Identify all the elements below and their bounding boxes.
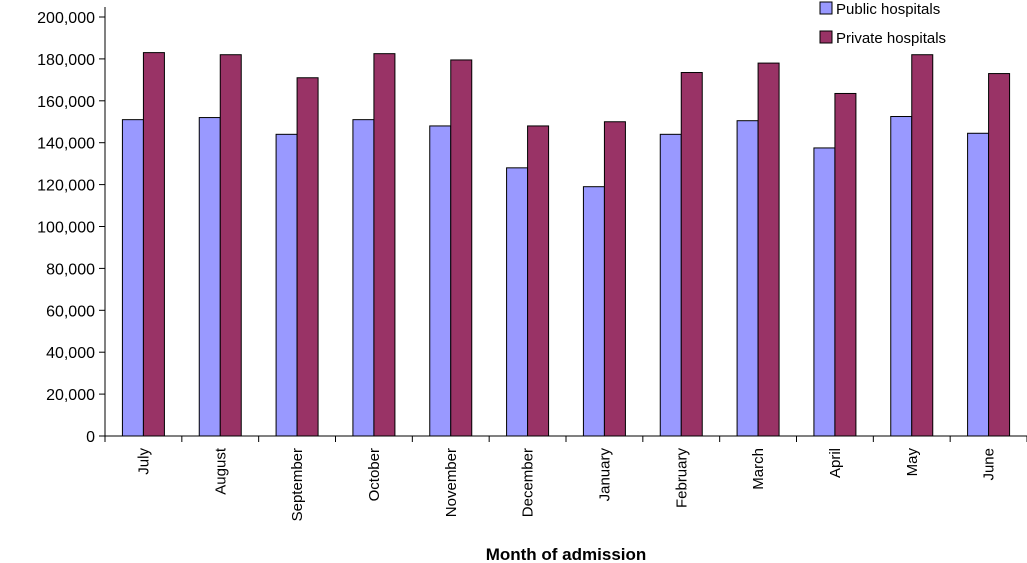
- bar-private-november: [450, 59, 473, 437]
- x-tick-label: August: [212, 447, 229, 495]
- bars: [121, 52, 1011, 437]
- y-tick-label: 100,000: [37, 220, 95, 237]
- bar-private-june: [988, 73, 1011, 437]
- bar-private-april: [834, 92, 857, 437]
- x-axis: July August September October November Decemb…: [104, 435, 1027, 521]
- x-axis-title: Month of admission: [486, 545, 647, 563]
- x-tick-label: November: [443, 448, 460, 517]
- x-tick-label: July: [135, 448, 152, 475]
- bar-public-september: [275, 133, 298, 437]
- x-tick-label: April: [827, 448, 844, 478]
- bar-public-june: [967, 132, 990, 437]
- bar-private-may: [911, 54, 934, 437]
- bar-public-december: [506, 167, 529, 437]
- y-tick-label: 80,000: [46, 261, 95, 278]
- legend: Public hospitals Private hospitals: [819, 1, 946, 47]
- bar-public-october: [352, 119, 375, 437]
- x-tick-label: June: [981, 448, 998, 481]
- x-tick-label: January: [596, 448, 613, 502]
- y-tick-label: 40,000: [46, 345, 95, 362]
- bar-private-march: [757, 62, 780, 437]
- bar-public-february: [659, 133, 682, 437]
- bar-private-july: [142, 52, 165, 437]
- y-tick-label: 60,000: [46, 303, 95, 320]
- bar-public-january: [582, 186, 605, 437]
- y-tick-label: 0: [86, 429, 95, 446]
- x-tick-label: February: [673, 448, 690, 509]
- bar-public-july: [121, 119, 144, 437]
- legend-label: Private hospitals: [836, 30, 946, 47]
- x-tick-label: September: [289, 448, 306, 521]
- legend-label: Public hospitals: [836, 1, 940, 18]
- bar-private-september: [296, 77, 319, 437]
- legend-swatch: [819, 1, 833, 15]
- legend-swatch: [819, 30, 833, 44]
- bar-private-august: [219, 54, 242, 437]
- bar-public-november: [429, 125, 452, 437]
- y-axis: 0 20,000 40,000 60,000 80,000 100,000 120,000 1…: [37, 7, 106, 446]
- x-tick-label: December: [520, 448, 537, 517]
- x-tick-label: March: [750, 448, 767, 490]
- y-tick-label: 200,000: [37, 10, 95, 27]
- y-tick-label: 20,000: [46, 387, 95, 404]
- bar-public-april: [813, 147, 836, 437]
- bar-public-may: [890, 116, 913, 437]
- y-tick-label: 120,000: [37, 178, 95, 195]
- y-tick-label: 140,000: [37, 136, 95, 153]
- bar-private-january: [603, 121, 626, 437]
- x-tick-label: October: [366, 448, 383, 501]
- y-tick-label: 160,000: [37, 94, 95, 111]
- y-tick-label: 180,000: [37, 52, 95, 69]
- x-tick-label: May: [904, 448, 921, 477]
- bar-private-february: [680, 72, 703, 437]
- bar-public-march: [736, 120, 759, 437]
- bar-public-august: [198, 117, 221, 437]
- bar-private-december: [527, 125, 550, 437]
- bar-private-october: [373, 53, 396, 437]
